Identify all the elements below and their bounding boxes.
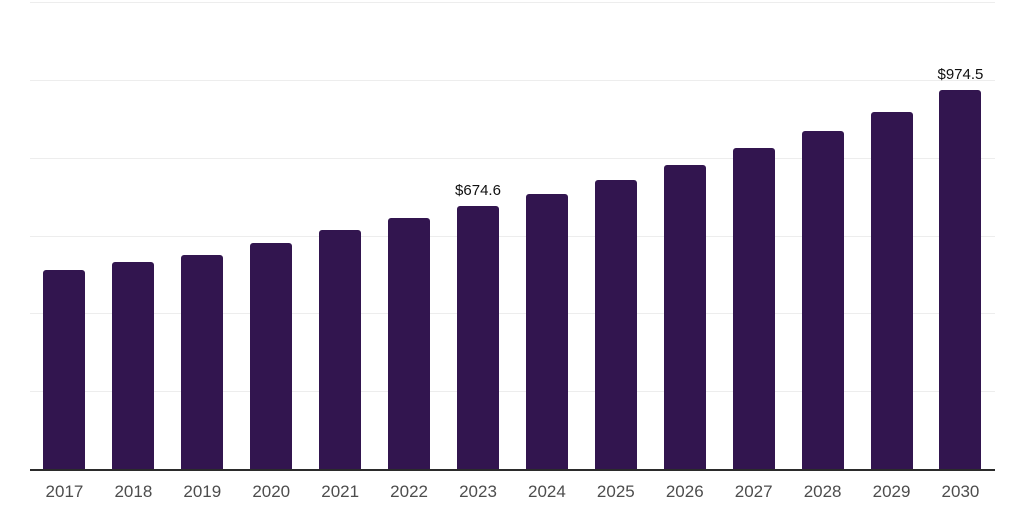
x-tick-label-2028: 2028 — [803, 482, 842, 501]
x-tick-label-2017: 2017 — [45, 482, 84, 501]
x-tick-label-2025: 2025 — [596, 482, 635, 501]
x-tick-label-2027: 2027 — [734, 482, 773, 501]
bar-cell-2027 — [719, 2, 788, 469]
bar-2027[interactable] — [732, 148, 775, 469]
bar-cell-2023: $674.6 — [444, 2, 513, 469]
bar-cell-2017 — [30, 2, 99, 469]
x-axis-tick-labels: 2017 2018 2019 2020 2021 2022 2023 2024 2025 2026… — [30, 482, 995, 505]
x-tick-label-2021: 2021 — [321, 482, 360, 501]
bar-cell-2019 — [168, 2, 237, 469]
bar-cell-2020 — [237, 2, 306, 469]
x-tick-label-2026: 2026 — [665, 482, 704, 501]
bar-cell-2022 — [375, 2, 444, 469]
bar-2018[interactable] — [112, 262, 155, 469]
x-tick-label-2029: 2029 — [872, 482, 911, 501]
bar-cell-2025 — [581, 2, 650, 469]
bar-2021[interactable] — [319, 230, 362, 469]
bar-cell-2030: $974.5 — [926, 2, 995, 469]
gridline-1200 — [30, 2, 995, 3]
x-tick-label-2018: 2018 — [114, 482, 153, 501]
bar-2022[interactable] — [388, 218, 431, 469]
x-tick-label-2030: 2030 — [941, 482, 980, 501]
gridline-800 — [30, 157, 995, 159]
x-axis-line — [30, 469, 995, 471]
x-tick-label-2023: 2023 — [459, 482, 497, 501]
gridline-200 — [30, 391, 995, 393]
x-tick-label-2019: 2019 — [183, 482, 222, 501]
gridline-400 — [30, 313, 995, 315]
bar-2024[interactable] — [525, 194, 568, 469]
x-tick-label-2020: 2020 — [252, 482, 291, 501]
bar-2029[interactable] — [870, 111, 913, 469]
bar-value-label-2023: $674.6 — [455, 182, 501, 200]
bar-cell-2021 — [306, 2, 375, 469]
bar-value-label-2030: $974.5 — [937, 65, 984, 83]
plot-area: $674.6 $974.5 — [30, 2, 995, 471]
bar-cell-2026 — [650, 2, 719, 469]
bar-2019[interactable] — [181, 255, 224, 469]
bar-cell-2028 — [788, 2, 857, 469]
bar-cell-2024 — [512, 2, 581, 469]
bar-2023[interactable] — [456, 206, 499, 469]
bar-2020[interactable] — [250, 243, 293, 469]
x-tick-label-2022: 2022 — [390, 482, 428, 501]
gridline-600 — [30, 235, 995, 237]
bar-2017[interactable] — [43, 270, 86, 469]
bar-2030[interactable] — [939, 89, 982, 469]
bar-2026[interactable] — [663, 164, 706, 469]
bar-cell-2018 — [99, 2, 168, 469]
gridline-1000 — [30, 79, 995, 81]
bar-2025[interactable] — [594, 179, 637, 469]
x-tick-label-2024: 2024 — [528, 482, 566, 501]
bars-layer: $674.6 $974.5 — [30, 2, 995, 469]
bar-cell-2029 — [857, 2, 926, 469]
bar-2028[interactable] — [801, 130, 844, 469]
